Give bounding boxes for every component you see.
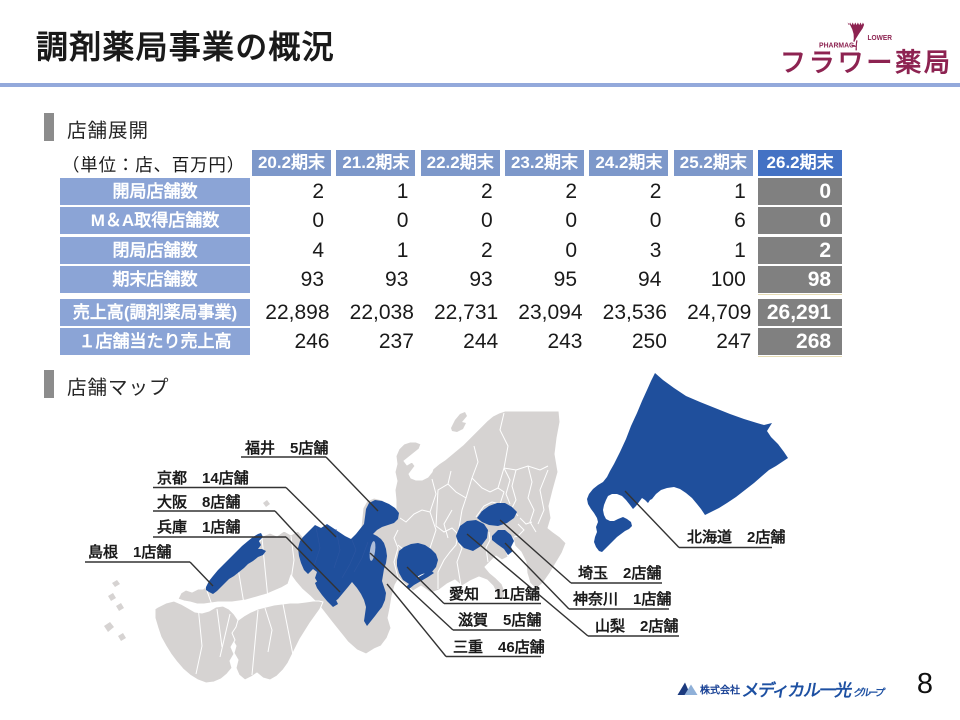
svg-text:PHARMAC: PHARMAC [819, 41, 854, 50]
svg-text:フラワー薬局: フラワー薬局 [780, 48, 950, 78]
svg-text:兵庫 1店舗: 兵庫 1店舗 [157, 518, 240, 536]
svg-text:北海道 2店舗: 北海道 2店舗 [687, 528, 785, 546]
svg-text:愛知 11店舗: 愛知 11店舗 [449, 585, 540, 603]
svg-text:埼玉 2店舗: 埼玉 2店舗 [578, 564, 661, 582]
svg-text:神奈川 1店舗: 神奈川 1店舗 [572, 590, 671, 608]
svg-text:LOWER: LOWER [868, 33, 893, 42]
svg-text:株式会社: 株式会社 [700, 684, 740, 697]
svg-text:メディカル一光: メディカル一光 [741, 680, 854, 700]
svg-text:福井 5店舗: 福井 5店舗 [244, 439, 328, 457]
svg-text:山梨 2店舗: 山梨 2店舗 [595, 617, 678, 635]
svg-text:三重 46店舗: 三重 46店舗 [453, 638, 545, 656]
svg-text:大阪 8店舗: 大阪 8店舗 [157, 493, 240, 511]
svg-text:グループ: グループ [853, 686, 887, 699]
svg-text:滋賀 5店舗: 滋賀 5店舗 [458, 611, 541, 629]
svg-text:島根 1店舗: 島根 1店舗 [88, 543, 171, 561]
svg-text:京都 14店舗: 京都 14店舗 [157, 469, 249, 487]
